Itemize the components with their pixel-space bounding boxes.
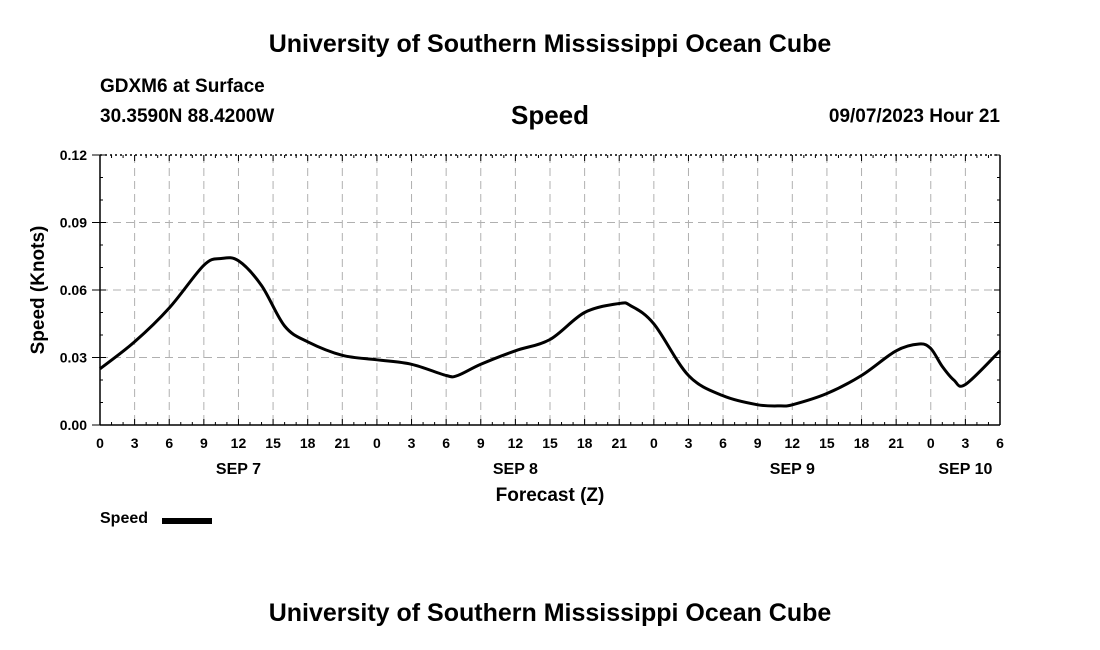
x-tick-label: 21 xyxy=(611,435,627,451)
x-tick-label: 6 xyxy=(996,435,1004,451)
y-axis-label: Speed (Knots) xyxy=(28,226,49,355)
x-tick-label: 9 xyxy=(754,435,762,451)
x-tick-label: 15 xyxy=(819,435,835,451)
x-tick-label: 0 xyxy=(650,435,658,451)
y-tick-label: 0.03 xyxy=(60,350,87,366)
date-label: SEP 8 xyxy=(493,461,538,478)
x-tick-label: 15 xyxy=(542,435,558,451)
speed-series-line xyxy=(99,256,1002,408)
x-tick-label: 6 xyxy=(719,435,727,451)
x-axis-label: Forecast (Z) xyxy=(496,485,605,506)
x-tick-label: 3 xyxy=(961,435,969,451)
x-tick-label: 9 xyxy=(477,435,485,451)
x-tick-label: 3 xyxy=(408,435,416,451)
y-tick-label: 0.09 xyxy=(60,215,87,231)
x-tick-label: 0 xyxy=(373,435,381,451)
date-label: SEP 10 xyxy=(938,461,992,478)
x-tick-label: 12 xyxy=(231,435,247,451)
footer-title: University of Southern Mississippi Ocean… xyxy=(268,599,832,627)
series xyxy=(99,256,1002,408)
date-label: SEP 9 xyxy=(770,461,815,478)
x-tick-label: 21 xyxy=(335,435,351,451)
x-tick-label: 18 xyxy=(577,435,593,451)
x-tick-label: 12 xyxy=(508,435,524,451)
station-label: GDXM6 at Surface xyxy=(100,76,265,97)
y-tick-label: 0.06 xyxy=(60,282,87,298)
x-tick-label: 18 xyxy=(854,435,870,451)
x-tick-label: 3 xyxy=(685,435,693,451)
date-label: SEP 7 xyxy=(216,461,261,478)
station-coords: 30.3590N 88.4200W xyxy=(100,106,275,127)
chart-title: Speed xyxy=(510,100,590,130)
x-tick-label: 12 xyxy=(785,435,801,451)
legend-swatch xyxy=(162,518,212,524)
forecast-timestamp: 09/07/2023 Hour 21 xyxy=(828,106,1000,127)
x-tick-label: 3 xyxy=(131,435,139,451)
x-tick-label: 15 xyxy=(265,435,281,451)
x-tick-label: 6 xyxy=(165,435,173,451)
x-tick-label: 21 xyxy=(888,435,904,451)
x-tick-label: 18 xyxy=(300,435,316,451)
x-tick-label: 6 xyxy=(442,435,450,451)
x-tick-label: 9 xyxy=(200,435,208,451)
axis-ticks xyxy=(92,154,1001,426)
grid xyxy=(100,155,1000,425)
x-tick-label: 0 xyxy=(96,435,104,451)
report-title: University of Southern Mississippi Ocean… xyxy=(268,30,832,58)
tick-labels: 0 3 6 9 12 15 18 21 0 3 6 9 12 15 18 21 0 3 6 9 12 15 18 21 0 3 6 0… xyxy=(60,147,1004,478)
y-tick-label: 0.00 xyxy=(60,417,87,433)
legend-label: Speed xyxy=(100,510,149,527)
x-tick-label: 0 xyxy=(927,435,935,451)
y-tick-label: 0.12 xyxy=(60,147,87,163)
